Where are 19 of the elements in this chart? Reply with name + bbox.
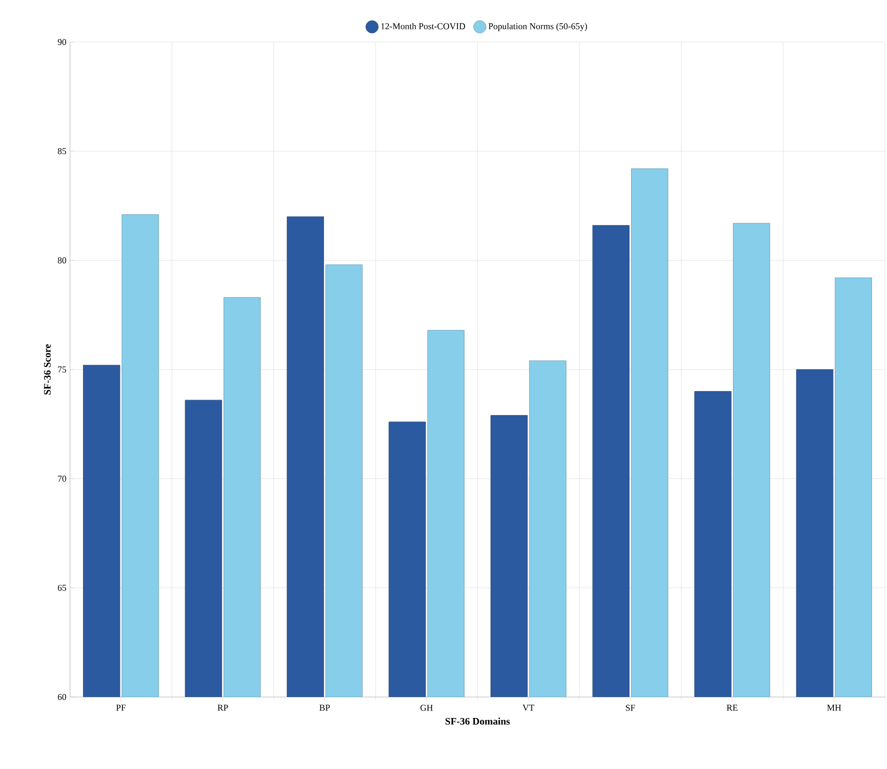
x-tick-label: MH	[827, 704, 842, 711]
y-tick-label: 65	[58, 584, 66, 591]
x-tick-label: BP	[319, 704, 330, 711]
y-tick-label: 85	[58, 148, 66, 154]
y-tick-label: 90	[58, 38, 66, 46]
y-tick-label: 70	[58, 476, 66, 482]
x-tick-label: PF	[116, 704, 126, 711]
x-tick-label: RP	[218, 704, 228, 711]
x-tick-label: RE	[726, 704, 738, 711]
x-tick-label: SF	[626, 704, 635, 711]
legend-label: 12-Month Post-COVID	[381, 22, 466, 30]
x-tick-label: VT	[522, 704, 534, 711]
legend-label: Population Norms (50-65y)	[488, 22, 587, 32]
y-tick-label: 75	[58, 366, 66, 372]
y-axis-title: SF-36 Score	[44, 344, 51, 394]
x-axis-title: SF-36 Domains	[446, 718, 510, 725]
y-tick-label: 80	[58, 257, 66, 264]
x-tick-label: GH	[420, 704, 433, 711]
y-tick-label: 60	[58, 694, 66, 700]
